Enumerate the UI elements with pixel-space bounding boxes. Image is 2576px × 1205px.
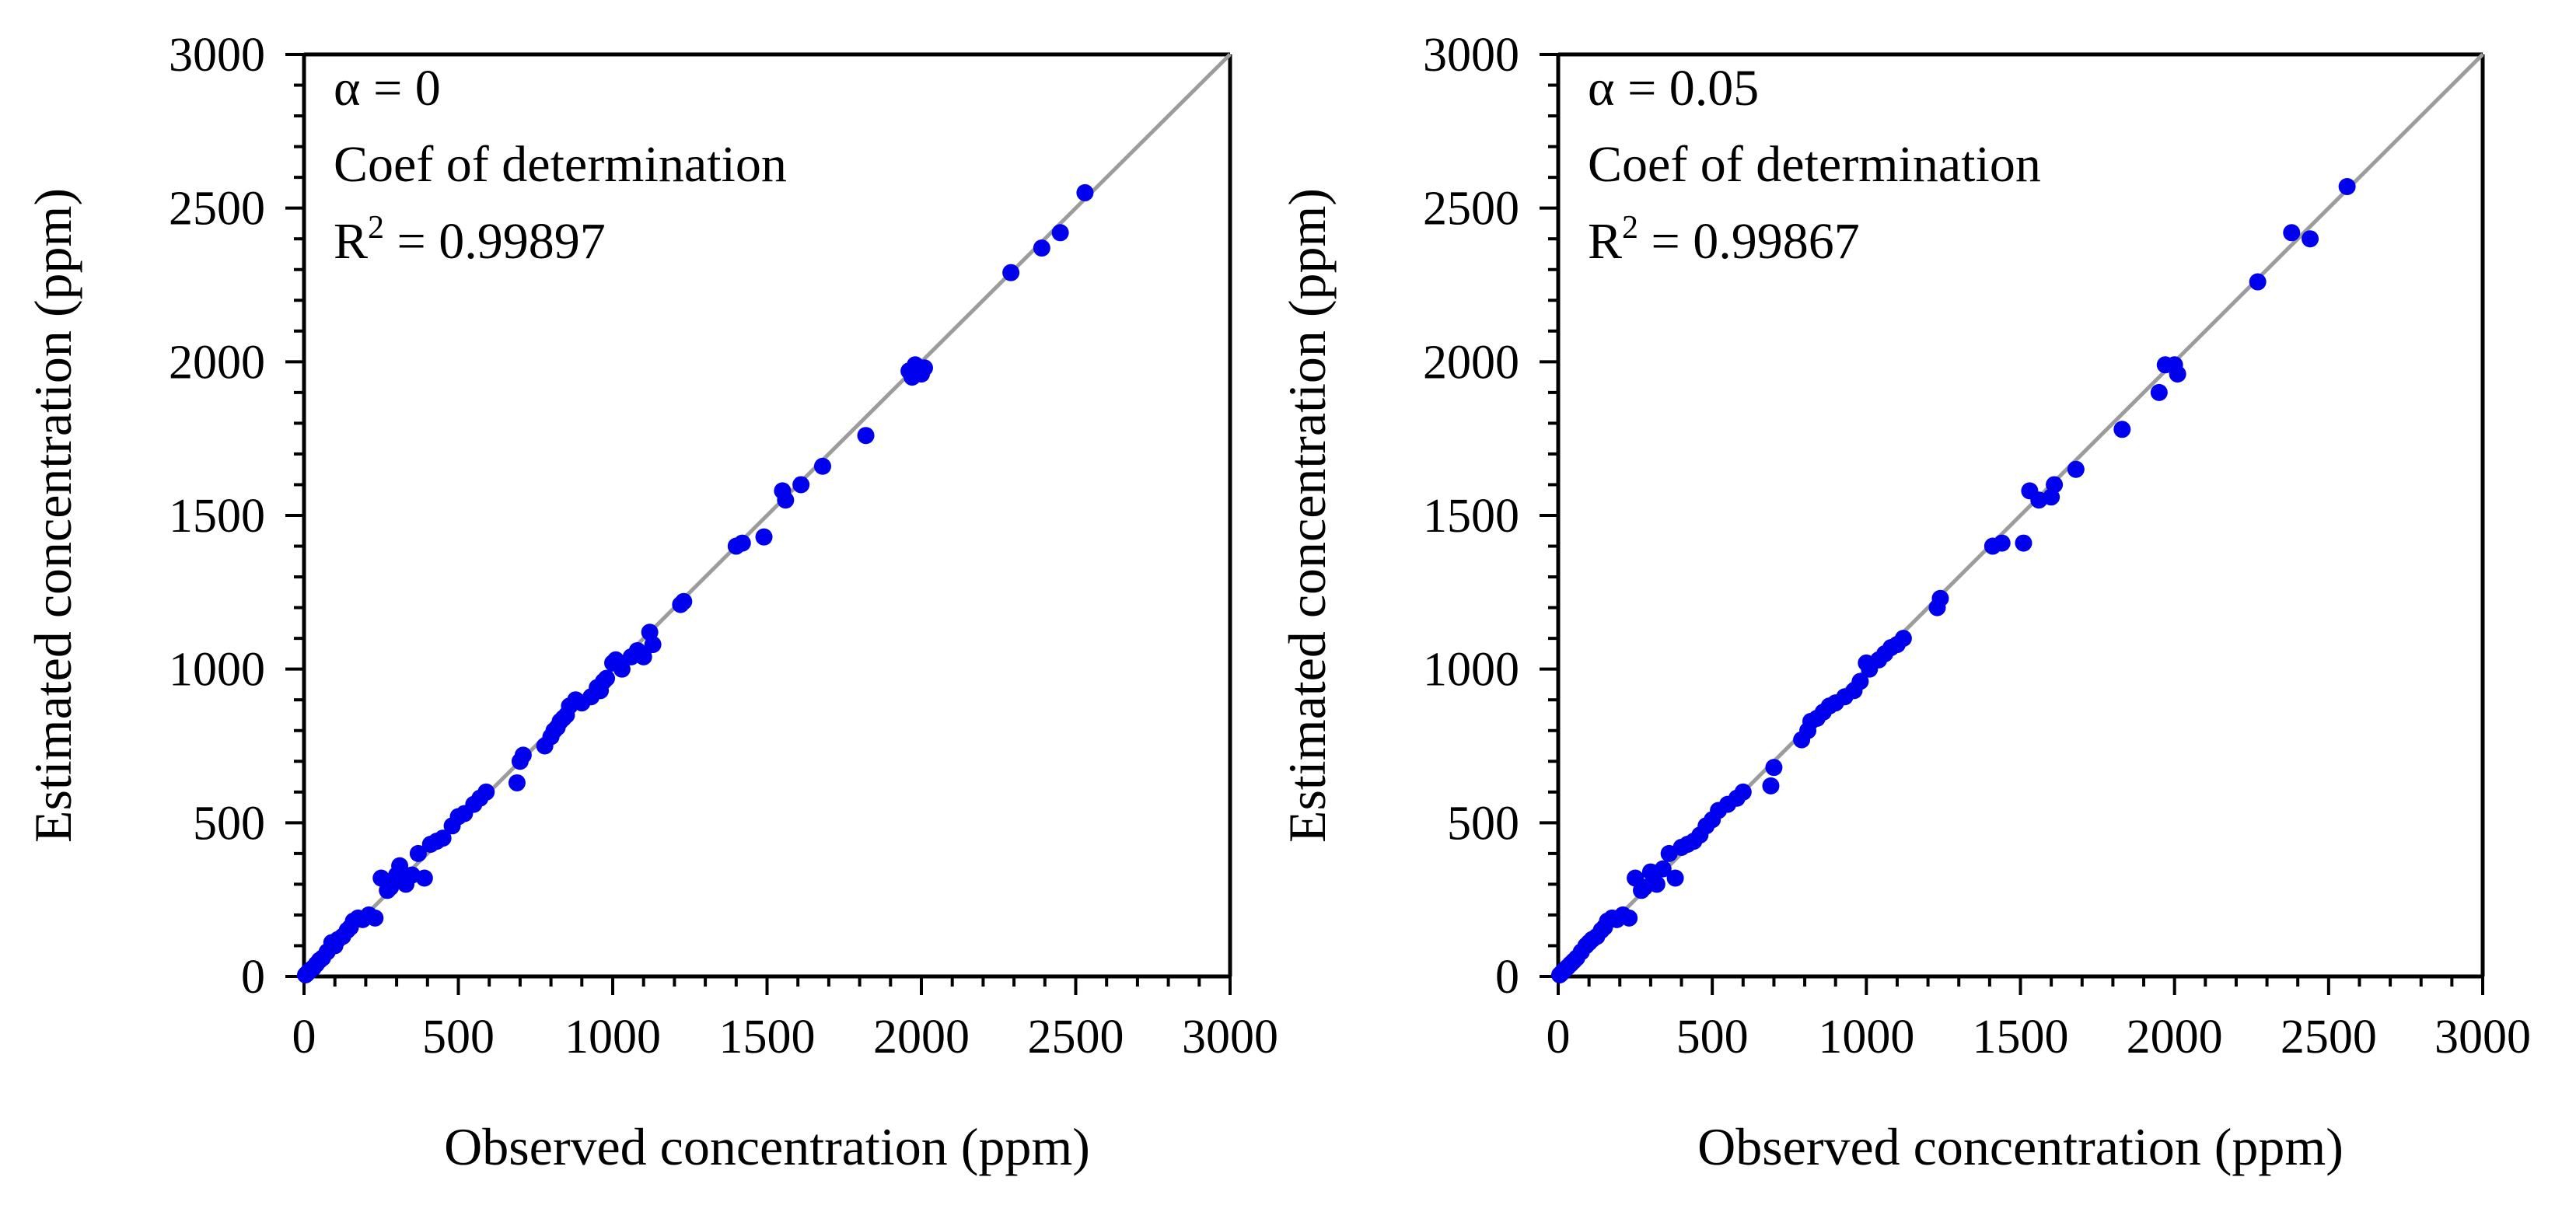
y-axis-title: Estimated concentration (ppm) — [1278, 188, 1337, 843]
data-point — [1931, 589, 1949, 607]
data-point — [391, 857, 409, 875]
data-point — [1654, 860, 1672, 878]
data-point — [813, 457, 831, 475]
x-tick-label: 1500 — [1973, 1011, 2069, 1064]
y-tick-label: 2500 — [169, 183, 265, 236]
data-points — [296, 183, 1094, 984]
right-scatter-chart: 0 500 1000 1500 2000 2500 3000 0 500 1000 1500 2000… — [1278, 29, 2531, 1176]
y-tick-label: 2500 — [1423, 183, 1519, 236]
data-point — [514, 746, 532, 764]
data-point — [2169, 365, 2186, 383]
data-point — [777, 491, 795, 509]
data-point — [755, 528, 773, 546]
x-tick-label: 500 — [1676, 1011, 1749, 1064]
data-point — [675, 592, 693, 610]
y-tick-label: 1000 — [169, 644, 265, 697]
x-tick-label: 1500 — [719, 1011, 816, 1064]
data-point — [1002, 264, 1020, 281]
y-tick-label: 1500 — [1423, 490, 1519, 543]
y-tick-label: 1000 — [1423, 644, 1519, 697]
alpha-annotation: α = 0.05 — [1588, 60, 1759, 117]
data-point — [733, 534, 751, 552]
data-point — [598, 669, 616, 687]
data-point — [1894, 630, 1912, 648]
r2-annotation: R2 = 0.99897 — [334, 210, 606, 270]
y-tick-label: 3000 — [1423, 29, 1519, 82]
x-tick-label: 2500 — [2281, 1011, 2377, 1064]
data-point — [477, 783, 495, 801]
x-tick-label: 0 — [1547, 1011, 1571, 1064]
x-axis-title: Observed concentration (ppm) — [444, 1117, 1090, 1176]
data-point — [2302, 230, 2319, 248]
r2-symbol: R — [1588, 213, 1622, 270]
y-tick-label: 0 — [241, 951, 265, 1004]
data-point — [2067, 460, 2085, 478]
data-point — [1076, 183, 1094, 201]
data-point — [1734, 783, 1752, 801]
data-point — [366, 909, 384, 927]
r2-symbol: R — [334, 213, 368, 270]
r2-value: = 0.99897 — [384, 213, 606, 270]
data-point — [2113, 421, 2131, 438]
coef-annotation: Coef of determination — [334, 136, 787, 193]
data-point — [1666, 869, 1684, 887]
x-tick-label: 2000 — [2127, 1011, 2223, 1064]
data-point — [2338, 177, 2356, 195]
y-tick-label: 3000 — [169, 29, 265, 82]
data-point — [508, 774, 526, 791]
r2-superscript: 2 — [368, 210, 384, 246]
data-point — [2150, 383, 2168, 401]
data-point — [1993, 534, 2011, 552]
data-point — [2015, 534, 2032, 552]
data-point — [613, 660, 631, 678]
data-point — [2249, 273, 2267, 291]
y-tick-label: 2000 — [169, 336, 265, 389]
left-scatter-chart: 0 500 1000 1500 2000 2500 3000 0 500 1000 1500 2000… — [23, 29, 1278, 1176]
data-point — [2046, 476, 2064, 494]
y-tick-label: 500 — [193, 797, 265, 850]
r2-superscript: 2 — [1622, 210, 1638, 246]
data-point — [434, 830, 452, 847]
data-point — [1762, 777, 1780, 795]
data-point — [857, 427, 875, 445]
x-tick-label: 2000 — [873, 1011, 970, 1064]
data-point — [2283, 224, 2301, 242]
r2-annotation: R2 = 0.99867 — [1588, 210, 1860, 270]
data-points — [1550, 177, 2356, 984]
coef-annotation: Coef of determination — [1588, 136, 2041, 193]
x-tick-label: 500 — [422, 1011, 495, 1064]
y-tick-label: 500 — [1447, 797, 1519, 850]
x-tick-label: 1000 — [564, 1011, 661, 1064]
data-point — [409, 844, 427, 862]
data-point — [415, 869, 433, 887]
data-point — [1648, 875, 1665, 893]
data-point — [644, 636, 662, 654]
x-tick-label: 2500 — [1028, 1011, 1124, 1064]
data-point — [1620, 909, 1638, 927]
x-axis-title: Observed concentration (ppm) — [1697, 1117, 2344, 1176]
x-tick-label: 1000 — [1818, 1011, 1914, 1064]
data-point — [1033, 239, 1050, 257]
data-point — [915, 359, 933, 377]
x-tick-label: 0 — [292, 1011, 316, 1064]
data-point — [1765, 759, 1783, 777]
y-tick-label: 2000 — [1423, 336, 1519, 389]
data-point — [1051, 224, 1069, 242]
data-point — [1851, 672, 1869, 690]
alpha-annotation: α = 0 — [334, 60, 441, 117]
x-tick-label: 3000 — [2434, 1011, 2531, 1064]
data-point — [634, 648, 652, 665]
y-axis-title: Estimated concentration (ppm) — [23, 188, 82, 843]
y-tick-label: 0 — [1495, 951, 1519, 1004]
r2-value: = 0.99867 — [1638, 213, 1860, 270]
data-point — [792, 476, 810, 494]
y-tick-label: 1500 — [169, 490, 265, 543]
x-tick-label: 3000 — [1182, 1011, 1278, 1064]
